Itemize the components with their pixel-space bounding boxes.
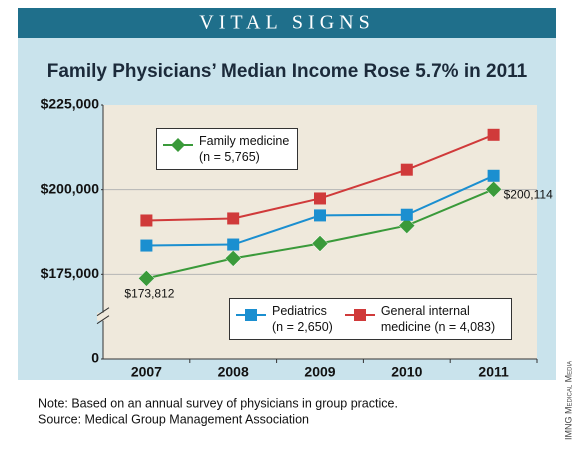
y-tick-label: $200,000: [41, 180, 100, 196]
legend-sample: (n = 2,650): [272, 320, 333, 334]
chart-title: Family Physicians’ Median Income Rose 5.…: [47, 61, 528, 82]
header: VITAL SIGNS: [199, 12, 374, 34]
marker: [400, 163, 413, 176]
x-tick-label: 2009: [304, 364, 335, 380]
marker: [227, 238, 240, 251]
y-tick-label: $225,000: [41, 96, 100, 112]
marker: [487, 169, 500, 182]
data-label: $200,114: [504, 187, 553, 201]
legend-label: Family medicine: [199, 134, 290, 148]
marker: [485, 180, 502, 198]
legend: Pediatrics (n = 2,650) General internal m…: [229, 298, 512, 340]
axis-break: [96, 307, 110, 317]
marker: [398, 217, 416, 234]
legend-label: Pediatrics: [272, 304, 327, 318]
legend-swatch: [344, 309, 375, 321]
legend-marker: [171, 138, 185, 152]
marker: [487, 128, 500, 141]
x-tick-label: 2011: [478, 364, 509, 380]
legend-label: General internal medicine: [380, 304, 470, 334]
header-band: [18, 8, 556, 38]
y-tick-label: $175,000: [41, 265, 100, 281]
legend-swatch: [163, 138, 193, 152]
legend-item: Pediatrics (n = 2,650): [236, 303, 333, 335]
x-tick-label: 2010: [391, 364, 422, 380]
credit: IMNG Medical Media: [563, 361, 573, 440]
x-tick-label: 2007: [131, 364, 162, 380]
y-tick-label: 0: [91, 350, 99, 366]
source: Source: Medical Group Management Associa…: [38, 412, 309, 426]
legend-item: Family medicine (n = 5,765): [163, 133, 289, 165]
marker: [227, 212, 240, 225]
legend-item: General internal medicine (n = 4,083): [344, 303, 503, 335]
marker: [311, 235, 329, 252]
legend-swatch: [236, 309, 266, 321]
data-label: $173,812: [124, 287, 174, 301]
axis-break-gap: [97, 312, 109, 321]
x-tick-label: 2008: [218, 364, 249, 380]
legend-sample: (n = 4,083): [434, 320, 496, 334]
legend: Family medicine (n = 5,765): [156, 128, 299, 170]
marker: [138, 270, 155, 287]
legend-marker: [353, 309, 366, 321]
axis-break: [96, 315, 110, 325]
marker: [140, 239, 153, 252]
marker: [400, 208, 413, 221]
marker: [224, 250, 242, 267]
marker: [314, 209, 326, 222]
note: Note: Based on an annual survey of physi…: [38, 396, 398, 410]
marker: [140, 214, 153, 227]
legend-marker: [245, 309, 257, 321]
marker: [314, 192, 326, 205]
legend-sample: (n = 5,765): [199, 150, 260, 164]
